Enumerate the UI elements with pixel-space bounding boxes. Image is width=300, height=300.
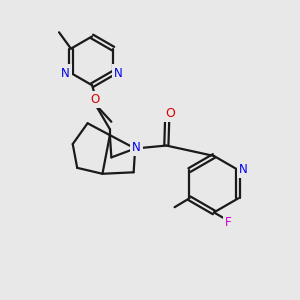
Text: N: N <box>239 163 248 176</box>
Text: N: N <box>132 141 141 154</box>
Text: N: N <box>114 67 123 80</box>
Text: O: O <box>165 107 175 120</box>
Text: N: N <box>61 67 70 80</box>
Text: F: F <box>225 216 232 229</box>
Text: O: O <box>90 93 100 106</box>
